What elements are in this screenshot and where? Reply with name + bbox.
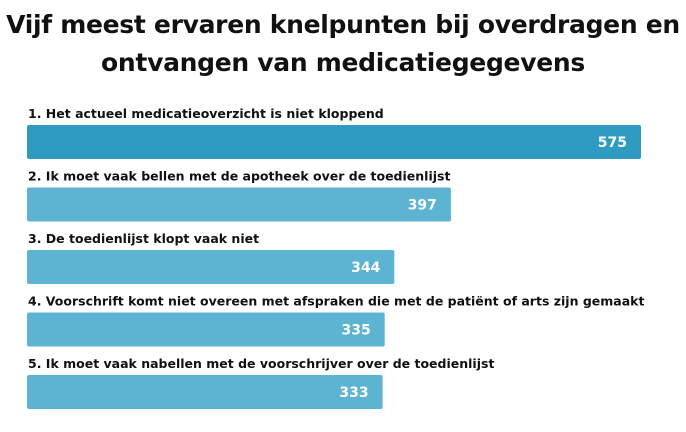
bar-value-2: 397 xyxy=(408,198,437,214)
bar-label-3: 3. De toedienlijst klopt vaak niet xyxy=(28,231,259,246)
bar-label-5: 5. Ik moet vaak nabellen met de voorschr… xyxy=(28,356,494,371)
bar-4 xyxy=(27,312,385,347)
bar-value-3: 344 xyxy=(351,260,380,276)
bar-label-1: 1. Het actueel medicatieoverzicht is nie… xyxy=(28,106,384,121)
bar-value-5: 333 xyxy=(339,385,368,401)
bar-1 xyxy=(27,125,641,159)
bar-value-4: 335 xyxy=(341,323,370,339)
bar-label-2: 2. Ik moet vaak bellen met de apotheek o… xyxy=(28,169,450,184)
bar-3 xyxy=(27,250,395,284)
bar-label-4: 4. Voorschrift komt niet overeen met afs… xyxy=(28,294,644,309)
bar-value-1: 575 xyxy=(598,135,627,151)
bar-5 xyxy=(27,375,383,409)
bar-2 xyxy=(27,187,451,222)
chart-title: Vijf meest ervaren knelpunten bij overdr… xyxy=(6,10,680,77)
